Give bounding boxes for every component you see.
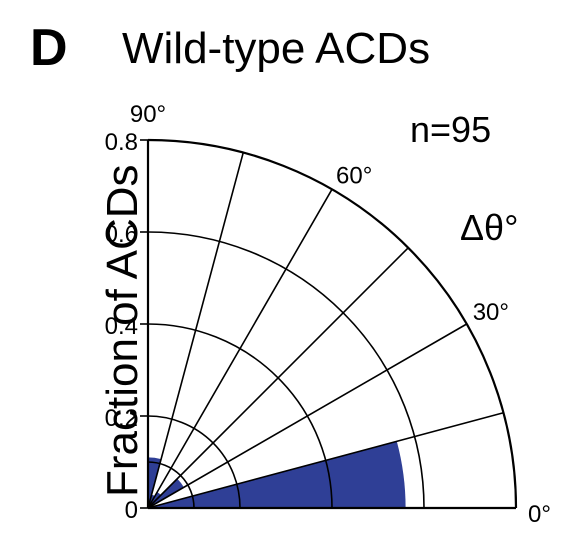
angle-spoke-75 (147, 152, 245, 509)
angle-axis-label: Δθ° (460, 207, 518, 248)
r-tick-label-1: 0.2 (105, 405, 138, 432)
sample-size-annotation: n=95 (410, 109, 491, 150)
angle-tick-label-1: 30° (473, 299, 509, 326)
r-tick-label-4: 0.8 (105, 129, 138, 156)
angle-tick-label-0: 0° (528, 501, 551, 528)
angle-spoke-60 (147, 188, 333, 509)
angle-spoke-30 (147, 323, 468, 509)
r-tick-label-2: 0.4 (105, 313, 138, 340)
r-tick-label-0: 0 (125, 497, 138, 524)
angle-tick-label-2: 60° (336, 162, 372, 189)
labels-layer: 0 0.2 0.4 0.6 0.8 0° 30° 60° 90° (105, 101, 551, 528)
panel-label: D (30, 19, 68, 77)
angle-spoke-45 (147, 247, 409, 509)
grid-layer (140, 138, 518, 510)
chart-title: Wild-type ACDs (122, 24, 431, 73)
polar-bar-2 (148, 478, 184, 508)
r-tick-label-3: 0.6 (105, 221, 138, 248)
angle-spoke-15 (147, 411, 504, 509)
angle-tick-label-3: 90° (130, 101, 166, 128)
